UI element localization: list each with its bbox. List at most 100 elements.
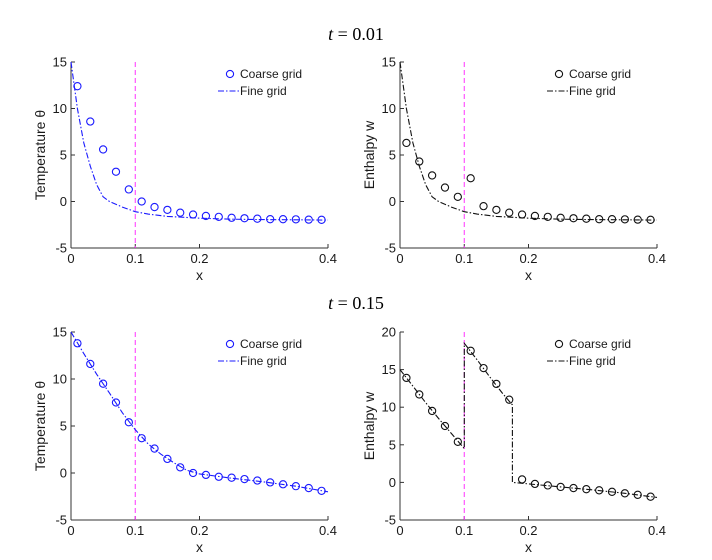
x-tick-label: 0.4 bbox=[648, 523, 666, 538]
coarse-grid-point bbox=[620, 215, 630, 224]
coarse-grid-point bbox=[466, 346, 475, 355]
coarse-grid-point bbox=[124, 418, 133, 427]
coarse-grid-point bbox=[163, 205, 172, 215]
legend-marker-coarse bbox=[225, 339, 235, 349]
x-axis-label: x bbox=[196, 267, 203, 283]
fine-grid-line bbox=[70, 61, 329, 221]
coarse-grid-point bbox=[607, 487, 617, 496]
coarse-grid-point bbox=[188, 210, 198, 219]
fine-grid-line bbox=[399, 61, 658, 221]
legend: Coarse grid Fine grid bbox=[547, 67, 631, 98]
legend: Coarse grid Fine grid bbox=[547, 337, 631, 368]
y-axis-label: Temperature θ bbox=[32, 110, 48, 200]
coarse-grid-point bbox=[453, 192, 462, 201]
legend-label-fine: Fine grid bbox=[569, 84, 616, 98]
coarse-grid-point bbox=[569, 214, 578, 223]
y-tick-label: 5 bbox=[60, 148, 67, 163]
coarse-grid-point bbox=[86, 117, 95, 126]
x-tick-label: 0 bbox=[67, 523, 74, 538]
x-tick-label: 0.1 bbox=[126, 523, 144, 538]
legend-label-fine: Fine grid bbox=[240, 84, 287, 98]
coarse-grid-point bbox=[111, 167, 121, 176]
coarse-grid-point bbox=[402, 138, 411, 148]
legend-marker-coarse bbox=[225, 69, 235, 79]
y-axis-label: Enthalpy w bbox=[361, 391, 377, 460]
coarse-grid-point bbox=[176, 208, 185, 217]
legend: Coarse grid Fine grid bbox=[218, 337, 302, 368]
coarse-grid-point bbox=[492, 205, 501, 215]
legend-marker-coarse bbox=[554, 69, 564, 79]
coarse-grid-point bbox=[111, 398, 121, 407]
y-tick-label: 10 bbox=[53, 372, 67, 387]
y-tick-label: -5 bbox=[55, 241, 67, 256]
coarse-grid-point bbox=[86, 359, 95, 369]
x-axis-label: x bbox=[525, 539, 532, 555]
x-tick-label: 0.2 bbox=[519, 251, 537, 266]
fine-grid-line bbox=[399, 341, 658, 498]
coarse-grid-point bbox=[201, 470, 211, 480]
x-tick-label: 0.4 bbox=[319, 523, 337, 538]
coarse-grid-point bbox=[98, 379, 108, 388]
y-tick-label: -5 bbox=[384, 513, 396, 528]
coarse-grid-point bbox=[150, 202, 159, 212]
coarse-grid-point bbox=[505, 208, 514, 217]
group-title: t = 0.15 bbox=[328, 293, 384, 313]
legend-marker-coarse bbox=[554, 339, 564, 349]
x-tick-label: 0.1 bbox=[455, 523, 473, 538]
coarse-grid-point bbox=[266, 478, 275, 487]
y-tick-label: 20 bbox=[382, 325, 396, 340]
coarse-grid-point bbox=[137, 197, 146, 206]
coarse-grid-point bbox=[227, 473, 236, 482]
coarse-grid-point bbox=[440, 183, 450, 192]
coarse-grid-point bbox=[150, 444, 159, 453]
x-tick-label: 0.2 bbox=[190, 251, 208, 266]
legend: Coarse grid Fine grid bbox=[218, 67, 302, 98]
coarse-grid-point bbox=[201, 211, 211, 221]
y-tick-label: 15 bbox=[382, 55, 396, 70]
coarse-grid-point bbox=[291, 215, 301, 224]
y-tick-label: 10 bbox=[53, 101, 67, 116]
x-tick-label: 0 bbox=[67, 251, 74, 266]
coarse-grid-point bbox=[176, 463, 185, 472]
coarse-grid-point bbox=[253, 476, 262, 485]
y-tick-label: 0 bbox=[389, 194, 396, 209]
y-tick-label: 0 bbox=[60, 194, 67, 209]
x-tick-label: 0.2 bbox=[190, 523, 208, 538]
coarse-grid-point bbox=[517, 475, 527, 484]
coarse-grid-point bbox=[253, 214, 262, 223]
group-title: t = 0.01 bbox=[328, 24, 384, 44]
y-tick-label: 0 bbox=[389, 475, 396, 490]
legend-label-coarse: Coarse grid bbox=[240, 67, 302, 81]
legend-label-coarse: Coarse grid bbox=[240, 337, 302, 351]
x-tick-label: 0.1 bbox=[455, 251, 473, 266]
x-tick-label: 0.1 bbox=[126, 251, 144, 266]
coarse-grid-point bbox=[137, 434, 146, 443]
coarse-grid-point bbox=[214, 212, 223, 221]
legend-label-fine: Fine grid bbox=[569, 354, 616, 368]
coarse-grid-point bbox=[440, 421, 450, 431]
y-axis-label: Enthalpy w bbox=[361, 120, 377, 189]
x-tick-label: 0.4 bbox=[648, 251, 666, 266]
coarse-grid-point bbox=[556, 213, 565, 222]
y-tick-label: 0 bbox=[60, 466, 67, 481]
coarse-grid-point bbox=[453, 437, 462, 446]
coarse-grid-point bbox=[479, 201, 488, 211]
legend-label-fine: Fine grid bbox=[240, 354, 287, 368]
x-tick-label: 0 bbox=[396, 251, 403, 266]
coarse-grid-point bbox=[73, 339, 82, 348]
coarse-grid-point bbox=[427, 171, 437, 180]
y-axis-label: Temperature θ bbox=[32, 381, 48, 471]
coarse-grid-point bbox=[415, 157, 424, 166]
y-tick-label: -5 bbox=[55, 513, 67, 528]
y-tick-label: 5 bbox=[389, 437, 396, 452]
coarse-grid-point bbox=[240, 214, 249, 223]
x-tick-label: 0.2 bbox=[519, 523, 537, 538]
legend-label-coarse: Coarse grid bbox=[569, 67, 631, 81]
coarse-grid-point bbox=[479, 363, 488, 373]
coarse-grid-point bbox=[646, 492, 655, 501]
